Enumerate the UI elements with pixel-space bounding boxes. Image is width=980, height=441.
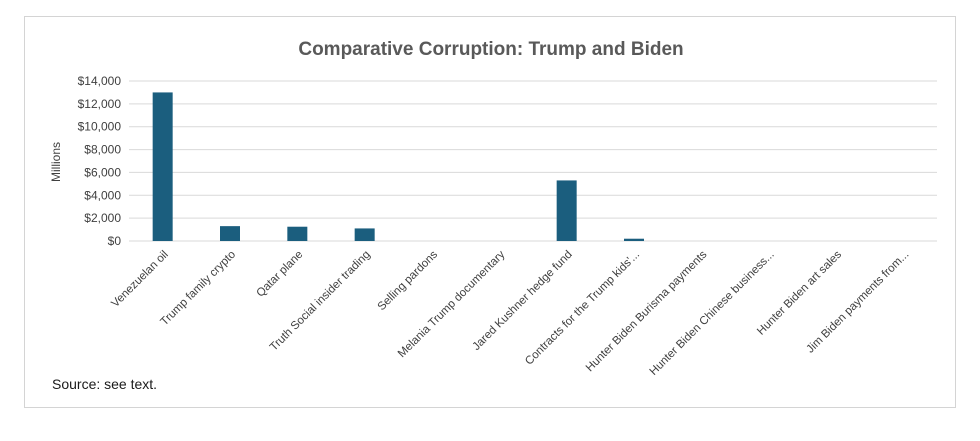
bar-chart: Comparative Corruption: Trump and Biden … <box>49 39 937 378</box>
x-category-label: Trump family crypto <box>159 249 239 329</box>
y-tick-label: $14,000 <box>78 74 122 88</box>
x-category-label: Qatar plane <box>254 249 305 300</box>
y-axis-ticks: $0 $2,000 $4,000 $6,000 $8,000 $10,000 $12,000… <box>78 74 122 248</box>
bar <box>354 228 375 241</box>
y-tick-label: $0 <box>108 234 122 248</box>
y-tick-label: $12,000 <box>78 97 122 111</box>
bar <box>287 226 308 241</box>
y-axis-label: Millions <box>49 142 63 182</box>
x-category-label: Contracts for the Trump kids'... <box>523 249 642 368</box>
x-category-label: Venezuelan oil <box>109 249 170 310</box>
y-tick-label: $4,000 <box>84 188 121 202</box>
x-category-label: Melania Trump documentary <box>396 248 508 360</box>
source-note: Source: see text. <box>52 376 158 392</box>
y-tick-label: $8,000 <box>84 143 121 157</box>
chart-title: Comparative Corruption: Trump and Biden <box>298 39 683 60</box>
y-tick-label: $6,000 <box>84 165 121 179</box>
y-tick-label: $10,000 <box>78 120 122 134</box>
x-category-label: Hunter Biden Chinese business... <box>648 249 777 378</box>
y-tick-label: $2,000 <box>84 211 121 225</box>
bar <box>624 238 644 241</box>
chart-frame: Comparative Corruption: Trump and Biden … <box>24 16 956 408</box>
bar <box>220 226 240 241</box>
bars <box>152 92 644 241</box>
x-category-label: Hunter Biden Burisma payments <box>584 248 710 374</box>
bar <box>556 180 577 241</box>
bar <box>152 92 173 241</box>
x-category-label: Selling pardons <box>376 248 441 313</box>
gridlines <box>129 80 937 242</box>
